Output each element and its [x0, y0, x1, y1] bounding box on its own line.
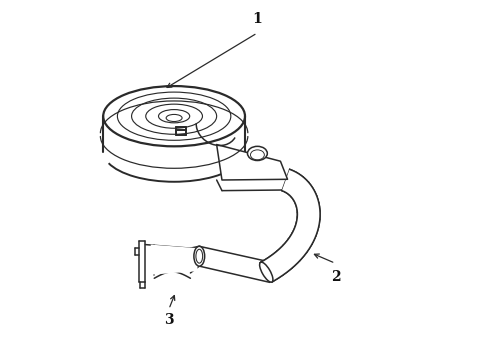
Text: 2: 2	[331, 270, 340, 284]
Ellipse shape	[194, 246, 205, 266]
Ellipse shape	[260, 262, 273, 282]
Text: 1: 1	[252, 12, 262, 26]
Polygon shape	[151, 244, 197, 275]
Polygon shape	[261, 169, 320, 282]
Polygon shape	[217, 145, 288, 180]
Ellipse shape	[166, 114, 182, 122]
Ellipse shape	[247, 146, 268, 161]
Ellipse shape	[103, 86, 245, 146]
Ellipse shape	[196, 249, 203, 263]
Text: 3: 3	[164, 313, 173, 327]
